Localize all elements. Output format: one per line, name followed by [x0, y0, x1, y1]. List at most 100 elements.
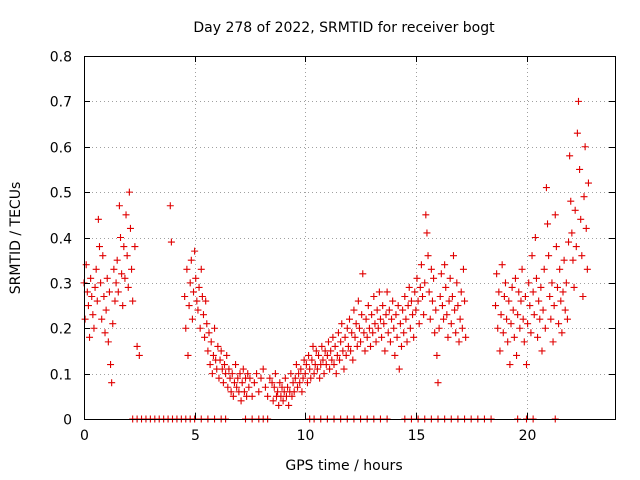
data-point — [341, 333, 349, 341]
data-point — [348, 329, 356, 337]
data-point — [332, 370, 340, 378]
data-point — [215, 374, 223, 382]
data-point — [544, 220, 552, 228]
data-point — [126, 224, 134, 232]
data-point — [297, 365, 305, 373]
data-point — [329, 333, 337, 341]
data-point — [423, 229, 431, 237]
data-point — [367, 342, 375, 350]
y-tick-label: 0.1 — [50, 368, 72, 384]
data-point — [449, 252, 457, 260]
data-point — [117, 234, 125, 241]
data-point — [111, 297, 119, 305]
data-point — [275, 401, 283, 409]
data-point — [570, 283, 578, 291]
data-point — [108, 379, 116, 387]
y-axis-label: SRMTID / TECUs — [8, 182, 24, 295]
data-point — [561, 306, 569, 314]
data-point — [396, 320, 404, 328]
data-point — [349, 356, 357, 364]
data-point — [259, 365, 267, 373]
data-point — [567, 197, 575, 205]
data-point — [518, 265, 526, 273]
data-point — [299, 374, 307, 382]
data-point — [517, 297, 525, 305]
data-point — [459, 265, 467, 273]
data-point — [376, 315, 384, 323]
data-point — [208, 370, 216, 378]
data-point — [397, 342, 405, 350]
data-point — [121, 274, 129, 282]
data-point — [524, 320, 532, 328]
data-point — [101, 329, 109, 337]
data-point — [313, 365, 321, 373]
data-point — [331, 342, 339, 350]
data-point — [549, 338, 557, 346]
data-point — [125, 188, 133, 196]
data-point — [238, 379, 246, 387]
data-point — [90, 324, 98, 332]
data-point — [98, 315, 106, 323]
data-point — [580, 193, 588, 201]
data-point — [240, 388, 248, 396]
data-point — [419, 292, 427, 300]
data-point — [364, 302, 372, 310]
data-point — [414, 297, 422, 305]
data-point — [523, 361, 530, 369]
data-point — [441, 261, 449, 269]
data-point — [199, 311, 207, 319]
data-point — [184, 351, 192, 359]
data-point — [391, 351, 399, 359]
data-point — [322, 361, 330, 369]
data-point — [536, 315, 544, 323]
data-point — [406, 324, 414, 332]
data-point — [495, 288, 503, 296]
data-point — [205, 329, 213, 337]
data-point — [109, 320, 117, 328]
x-tick-label: 0 — [80, 428, 89, 444]
data-point — [257, 374, 265, 382]
data-point — [427, 265, 435, 273]
data-point — [373, 306, 381, 314]
data-point — [316, 374, 324, 382]
data-point — [305, 351, 313, 359]
data-point — [192, 274, 200, 282]
data-point — [430, 274, 438, 282]
data-point — [437, 270, 445, 278]
data-point — [303, 379, 311, 387]
data-point — [347, 347, 355, 355]
data-point — [421, 279, 429, 287]
data-point — [386, 338, 394, 346]
data-point — [115, 202, 123, 210]
data-point — [166, 202, 174, 210]
data-point — [565, 238, 573, 246]
data-point — [445, 297, 453, 305]
data-point — [211, 324, 219, 332]
data-point — [358, 311, 366, 319]
data-point — [579, 292, 587, 300]
data-point — [405, 283, 413, 291]
data-point — [539, 306, 547, 314]
data-point — [514, 311, 522, 319]
data-point — [511, 274, 519, 282]
data-point — [339, 347, 347, 355]
data-point — [440, 315, 448, 323]
data-point — [374, 324, 382, 332]
data-point — [583, 265, 591, 273]
data-point — [528, 252, 536, 260]
data-point — [274, 388, 282, 396]
data-point — [422, 211, 430, 219]
data-point — [84, 302, 92, 310]
data-point — [82, 261, 90, 269]
data-point — [183, 265, 191, 273]
data-point — [216, 356, 224, 364]
data-point — [102, 306, 110, 314]
data-point — [344, 342, 352, 350]
data-point — [400, 329, 408, 337]
data-point — [577, 215, 585, 223]
data-point — [576, 165, 584, 173]
data-point — [119, 302, 127, 310]
data-point — [112, 279, 120, 287]
data-point — [312, 347, 320, 355]
data-point — [411, 288, 419, 296]
